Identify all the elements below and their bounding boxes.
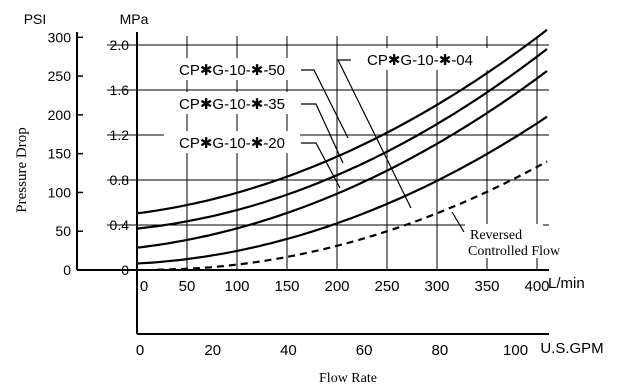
psi-tick-label: 300	[48, 29, 72, 45]
series-line-5	[156, 160, 548, 271]
x-axis-title: Flow Rate	[319, 371, 377, 386]
x-unit-label: L/min	[548, 275, 585, 292]
label-bg	[352, 48, 488, 70]
x2-unit-label: U.S.GPM	[540, 340, 603, 357]
series-label-20: CP✱G-10-✱-20	[179, 135, 285, 152]
series-line-3	[136, 70, 548, 249]
lmin-tick-label: 50	[179, 278, 196, 295]
label-bg	[465, 224, 543, 240]
label-bg	[164, 92, 300, 114]
psi-tick-label: 150	[48, 146, 72, 162]
psi-tick-label: 100	[48, 184, 72, 200]
leader-35	[301, 103, 344, 164]
series-label-04: CP✱G-10-✱-04	[367, 52, 473, 69]
label-bg	[164, 58, 300, 80]
psi-tick-label: 250	[48, 68, 72, 84]
gpm-tick-label: 80	[431, 342, 448, 359]
series-label-50: CP✱G-10-✱-50	[179, 62, 285, 79]
series-line-2	[136, 48, 548, 230]
controlled-flow-label: Controlled Flow	[468, 244, 561, 259]
label-bg	[164, 131, 300, 153]
mpa-tick-label: 0.8	[110, 172, 130, 188]
series-line-1	[136, 28, 548, 215]
axes	[76, 32, 549, 335]
lmin-tick-label: 100	[224, 278, 249, 295]
mpa-tick-label: 0	[121, 262, 129, 278]
label-bg	[463, 240, 598, 258]
lmin-tick-label: 250	[374, 278, 399, 295]
annotation-labels: CP✱G-10-✱-50 CP✱G-10-✱-35 CP✱G-10-✱-20 CP✱G…	[164, 48, 598, 259]
psi-tick-label: 200	[48, 107, 72, 123]
gpm-tick-label: 20	[204, 342, 221, 359]
leader-20	[301, 142, 341, 189]
psi-tick-label: 0	[63, 262, 71, 278]
y-axis-title: Pressure Drop	[14, 127, 30, 212]
lmin-tick-label: 200	[324, 278, 349, 295]
leader-reversed	[451, 211, 465, 233]
mpa-tick-label: 1.6	[110, 82, 130, 98]
gpm-tick-label: 40	[280, 342, 297, 359]
leader-04	[337, 59, 412, 209]
reversed-label: Reversed	[470, 228, 522, 243]
mpa-tick-label: 0.4	[110, 217, 130, 233]
series-line-4	[136, 115, 548, 265]
gpm-tick-label: 0	[136, 342, 144, 359]
lmin-tick-label: 400	[524, 278, 549, 295]
series-lines	[136, 28, 548, 271]
y-unit-psi-label: PSI	[24, 11, 47, 27]
y-unit-mpa-label: MPa	[120, 11, 149, 27]
psi-tick-label: 50	[55, 223, 71, 239]
gpm-tick-label: 100	[503, 342, 528, 359]
leader-50	[301, 69, 349, 139]
lmin-tick-label: 150	[274, 278, 299, 295]
series-label-35: CP✱G-10-✱-35	[179, 96, 285, 113]
lmin-tick-label: 350	[474, 278, 499, 295]
lmin-tick-label: 0	[140, 278, 148, 295]
mpa-tick-label: 1.2	[110, 127, 130, 143]
lmin-tick-label: 300	[424, 278, 449, 295]
mpa-tick-label: 2.0	[110, 37, 130, 53]
gpm-tick-label: 60	[356, 342, 373, 359]
